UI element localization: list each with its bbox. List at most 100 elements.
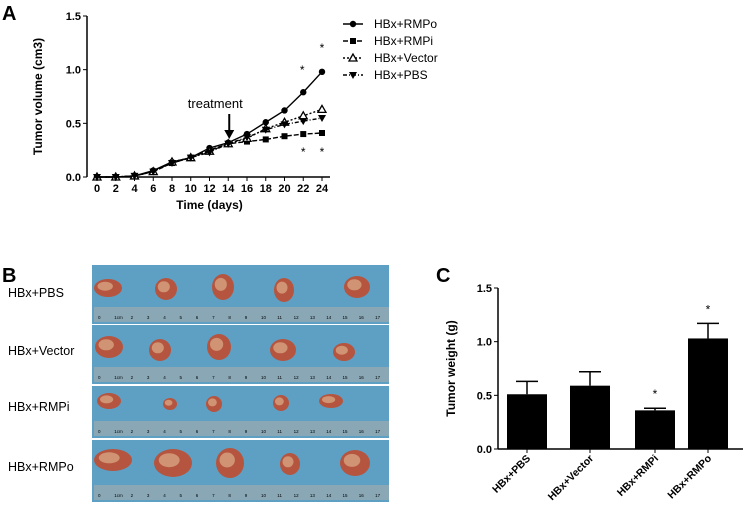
tumor-highlight <box>335 345 348 355</box>
tumor-highlight <box>158 453 180 468</box>
data-point <box>319 129 325 136</box>
data-point <box>281 133 288 140</box>
ruler-label: 0 <box>98 493 101 498</box>
ruler-label: 14 <box>326 315 332 320</box>
ruler-label: 12 <box>294 429 300 434</box>
ruler-label: 6 <box>196 493 199 498</box>
photo-row-2: 0 1cm 2 3 4 5 6 7 8 9 10 11 12 13 14 15 16 17 HBx+Vector <box>8 325 389 384</box>
ruler-label: 4 <box>163 375 166 380</box>
significance-star: * <box>320 41 325 55</box>
ruler-label: 16 <box>359 375 365 380</box>
ruler-label: 6 <box>196 375 199 380</box>
tumor-highlight <box>97 281 113 291</box>
y-axis-label: Tumor weight (g) <box>444 320 458 416</box>
ruler <box>94 367 389 382</box>
x-tick-label: 0 <box>94 183 100 195</box>
legend-marker <box>350 38 356 44</box>
ruler-label: 14 <box>326 429 332 434</box>
ruler-label: 13 <box>310 375 316 380</box>
ruler-label: 9 <box>245 375 248 380</box>
ruler-label: 14 <box>326 375 332 380</box>
tumor-highlight <box>208 398 217 407</box>
x-tick-label: HBx+RMPi <box>615 453 661 499</box>
tumor-highlight <box>164 399 173 406</box>
x-tick-label: 18 <box>260 183 272 195</box>
data-point <box>318 114 326 122</box>
ruler-label: 10 <box>261 493 267 498</box>
ruler-label: 5 <box>180 315 183 320</box>
x-tick-label: 24 <box>316 183 329 195</box>
ruler-label: 5 <box>180 493 183 498</box>
row-label: HBx+Vector <box>8 344 74 358</box>
ruler-label: 12 <box>294 375 300 380</box>
data-point <box>111 174 120 181</box>
bar <box>507 394 547 449</box>
row-label: HBx+RMPo <box>8 460 74 474</box>
data-point <box>186 154 195 162</box>
ruler-label: 7 <box>212 315 215 320</box>
photo-row-4: 0 1cm 2 3 4 5 6 7 8 9 10 11 12 13 14 15 16 17 HBx+RMPo <box>8 440 389 502</box>
row-label: HBx+RMPi <box>8 400 69 414</box>
tumor-highlight <box>100 395 114 404</box>
tumor-highlight <box>219 452 235 468</box>
ruler-label: 4 <box>163 493 166 498</box>
ruler-label: 8 <box>228 315 231 320</box>
ruler-label: 13 <box>310 315 316 320</box>
ruler-label: 15 <box>343 429 349 434</box>
ruler-label: 15 <box>343 315 349 320</box>
significance-star: * <box>300 63 305 77</box>
ruler-label: 0 <box>98 375 101 380</box>
ruler-label: 2 <box>131 315 134 320</box>
x-tick-label: 14 <box>222 183 235 195</box>
legend-marker <box>349 72 357 79</box>
ruler-label: 5 <box>180 429 183 434</box>
tumor-highlight <box>343 453 361 467</box>
ruler-label: 2 <box>131 493 134 498</box>
series-hbx-pbs: HBx+PBS <box>93 68 428 181</box>
tumor-highlight <box>282 456 294 468</box>
x-axis-label: Time (days) <box>176 198 242 212</box>
ruler-label: 11 <box>277 315 282 320</box>
bar <box>635 410 675 449</box>
ruler-label: 4 <box>163 429 166 434</box>
panel-label-a: A <box>2 3 16 25</box>
tumor-highlight <box>347 279 362 291</box>
data-point <box>168 160 176 168</box>
tumor-highlight <box>275 397 284 406</box>
y-tick-label: 1.0 <box>66 65 81 77</box>
ruler-label: 16 <box>359 429 365 434</box>
tumor-highlight <box>210 337 224 351</box>
ruler-label: 14 <box>326 493 332 498</box>
x-tick-label: HBx+Vector <box>546 453 596 503</box>
ruler-label: 17 <box>375 315 381 320</box>
treatment-arrow-head <box>224 130 235 139</box>
data-point <box>243 134 251 142</box>
ruler-label: 9 <box>245 315 248 320</box>
series-line <box>97 108 323 178</box>
ruler-label: 12 <box>294 493 300 498</box>
ruler-label: 8 <box>228 493 231 498</box>
ruler-label: 3 <box>147 315 150 320</box>
ruler-label: 16 <box>359 493 365 498</box>
treatment-annotation: treatment <box>188 96 243 111</box>
ruler-label: 11 <box>277 493 282 498</box>
photo-row-3: 0 1cm 2 3 4 5 6 7 8 9 10 11 12 13 14 15 16 17 HBx+RMPi <box>8 386 389 438</box>
ruler-label: 7 <box>212 375 215 380</box>
significance-star: * <box>653 387 658 401</box>
x-tick-label: 6 <box>150 183 156 195</box>
ruler-label: 1cm <box>114 315 123 320</box>
data-point <box>316 104 328 114</box>
ruler-label: 17 <box>375 493 381 498</box>
photo-row-1: 0 1cm 2 3 4 5 6 7 8 9 10 11 12 13 14 15 16 17 HBx+PBS <box>8 265 389 324</box>
x-tick-label: 12 <box>203 183 215 195</box>
tumor-highlight <box>98 452 120 464</box>
ruler-label: 2 <box>131 429 134 434</box>
tumor-highlight <box>151 342 164 354</box>
ruler-label: 10 <box>261 375 267 380</box>
data-point <box>224 140 233 148</box>
bar-group: HBx+RMPi * <box>615 387 675 499</box>
ruler-label: 9 <box>245 429 248 434</box>
ruler-label: 1cm <box>114 493 123 498</box>
data-point <box>300 89 307 96</box>
